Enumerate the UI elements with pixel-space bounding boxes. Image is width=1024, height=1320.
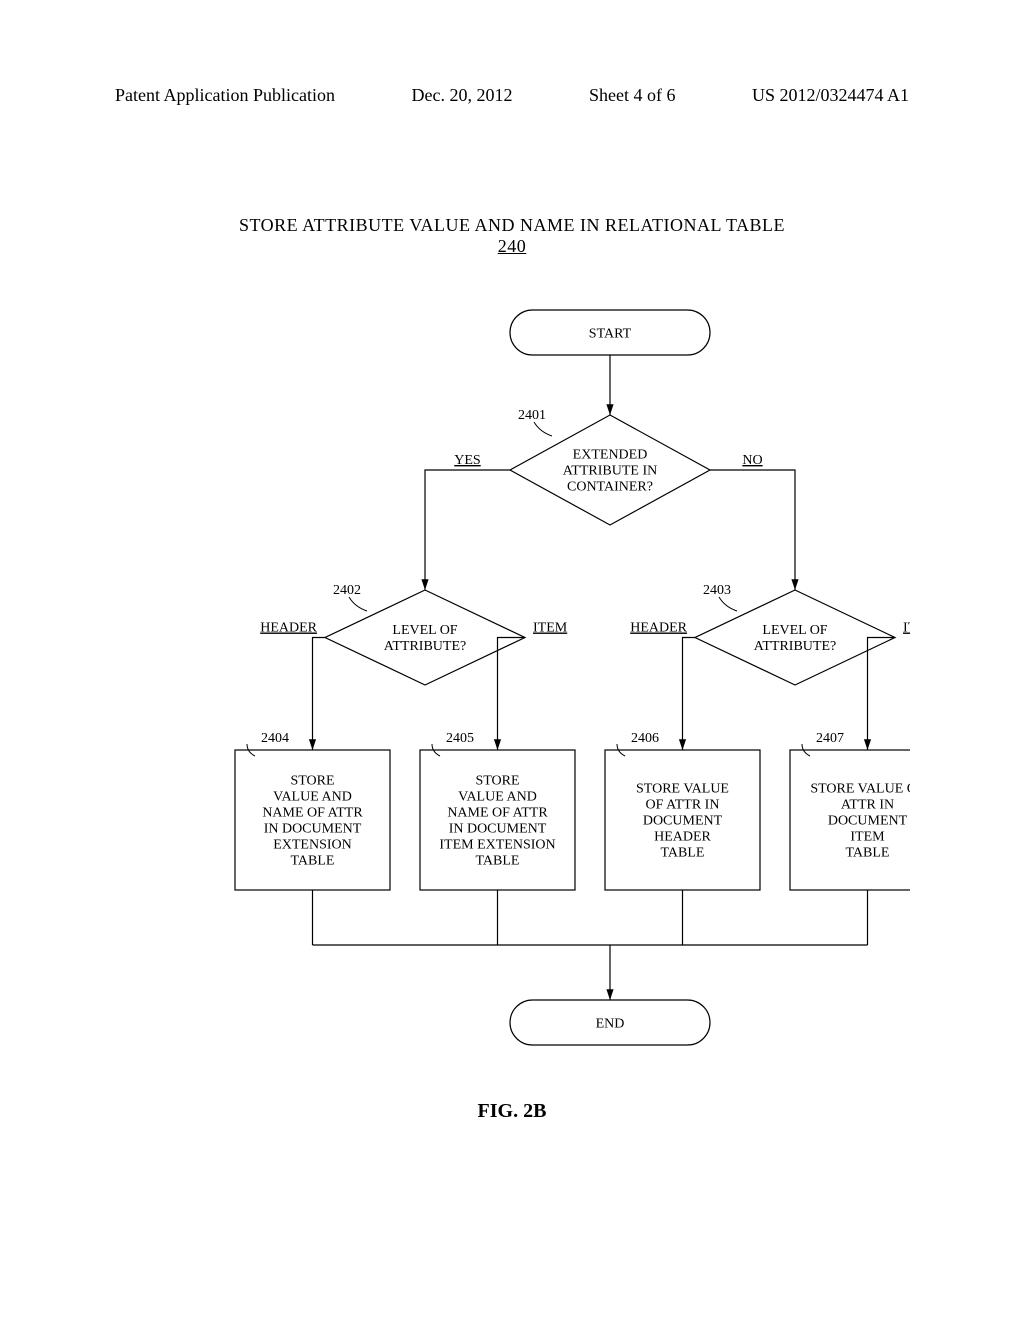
svg-text:NAME OF ATTR: NAME OF ATTR xyxy=(262,806,363,821)
svg-text:DOCUMENT: DOCUMENT xyxy=(643,814,723,829)
svg-text:END: END xyxy=(596,1016,625,1031)
header-left: Patent Application Publication xyxy=(115,85,335,106)
svg-text:ATTRIBUTE IN: ATTRIBUTE IN xyxy=(563,464,658,479)
svg-text:2406: 2406 xyxy=(631,731,659,746)
svg-text:STORE: STORE xyxy=(475,774,519,789)
svg-text:2402: 2402 xyxy=(333,583,361,598)
svg-text:CONTAINER?: CONTAINER? xyxy=(567,480,653,495)
svg-text:NO: NO xyxy=(742,453,762,468)
svg-text:HEADER: HEADER xyxy=(260,621,317,636)
svg-text:ITEM: ITEM xyxy=(903,621,910,636)
flowchart: START EXTENDEDATTRIBUTE INCONTAINER? 2401 L… xyxy=(120,280,910,1075)
svg-text:2404: 2404 xyxy=(261,731,289,746)
svg-text:STORE: STORE xyxy=(290,774,334,789)
svg-text:IN DOCUMENT: IN DOCUMENT xyxy=(264,822,362,837)
figure-caption: FIG. 2B xyxy=(0,1100,1024,1123)
svg-text:EXTENDED: EXTENDED xyxy=(573,448,648,463)
svg-text:TABLE: TABLE xyxy=(476,854,520,869)
svg-text:TABLE: TABLE xyxy=(661,846,705,861)
header-sheet: Sheet 4 of 6 xyxy=(589,85,675,106)
flowchart-svg: START EXTENDEDATTRIBUTE INCONTAINER? 2401 L… xyxy=(120,280,910,1070)
patent-header: Patent Application Publication Dec. 20, … xyxy=(115,85,909,106)
figure-title-line: STORE ATTRIBUTE VALUE AND NAME IN RELATI… xyxy=(0,215,1024,236)
svg-text:HEADER: HEADER xyxy=(654,830,711,845)
figure-title-ref: 240 xyxy=(0,236,1024,257)
svg-text:ATTRIBUTE?: ATTRIBUTE? xyxy=(384,639,466,654)
svg-text:LEVEL OF: LEVEL OF xyxy=(762,623,827,638)
svg-text:2407: 2407 xyxy=(816,731,844,746)
svg-text:ATTRIBUTE?: ATTRIBUTE? xyxy=(754,639,836,654)
svg-text:2405: 2405 xyxy=(446,731,474,746)
svg-text:ATTR IN: ATTR IN xyxy=(841,798,894,813)
page: Patent Application Publication Dec. 20, … xyxy=(0,0,1024,1320)
svg-text:YES: YES xyxy=(454,453,480,468)
svg-text:EXTENSION: EXTENSION xyxy=(273,838,352,853)
svg-text:START: START xyxy=(589,326,632,341)
svg-text:IN DOCUMENT: IN DOCUMENT xyxy=(449,822,547,837)
header-date: Dec. 20, 2012 xyxy=(411,85,512,106)
svg-text:OF ATTR IN: OF ATTR IN xyxy=(646,798,720,813)
svg-text:TABLE: TABLE xyxy=(846,846,890,861)
svg-text:ITEM: ITEM xyxy=(850,830,885,845)
svg-text:ITEM: ITEM xyxy=(533,621,568,636)
svg-text:ITEM EXTENSION: ITEM EXTENSION xyxy=(439,838,555,853)
svg-text:LEVEL OF: LEVEL OF xyxy=(392,623,457,638)
svg-text:STORE VALUE: STORE VALUE xyxy=(636,782,729,797)
svg-text:STORE VALUE OF: STORE VALUE OF xyxy=(810,782,910,797)
svg-text:2401: 2401 xyxy=(518,408,546,423)
header-pubno: US 2012/0324474 A1 xyxy=(752,85,909,106)
figure-title: STORE ATTRIBUTE VALUE AND NAME IN RELATI… xyxy=(0,215,1024,257)
svg-text:VALUE AND: VALUE AND xyxy=(458,790,537,805)
svg-text:2403: 2403 xyxy=(703,583,731,598)
svg-text:DOCUMENT: DOCUMENT xyxy=(828,814,908,829)
svg-text:VALUE AND: VALUE AND xyxy=(273,790,352,805)
svg-text:HEADER: HEADER xyxy=(630,621,687,636)
svg-text:TABLE: TABLE xyxy=(291,854,335,869)
svg-text:NAME OF ATTR: NAME OF ATTR xyxy=(447,806,548,821)
